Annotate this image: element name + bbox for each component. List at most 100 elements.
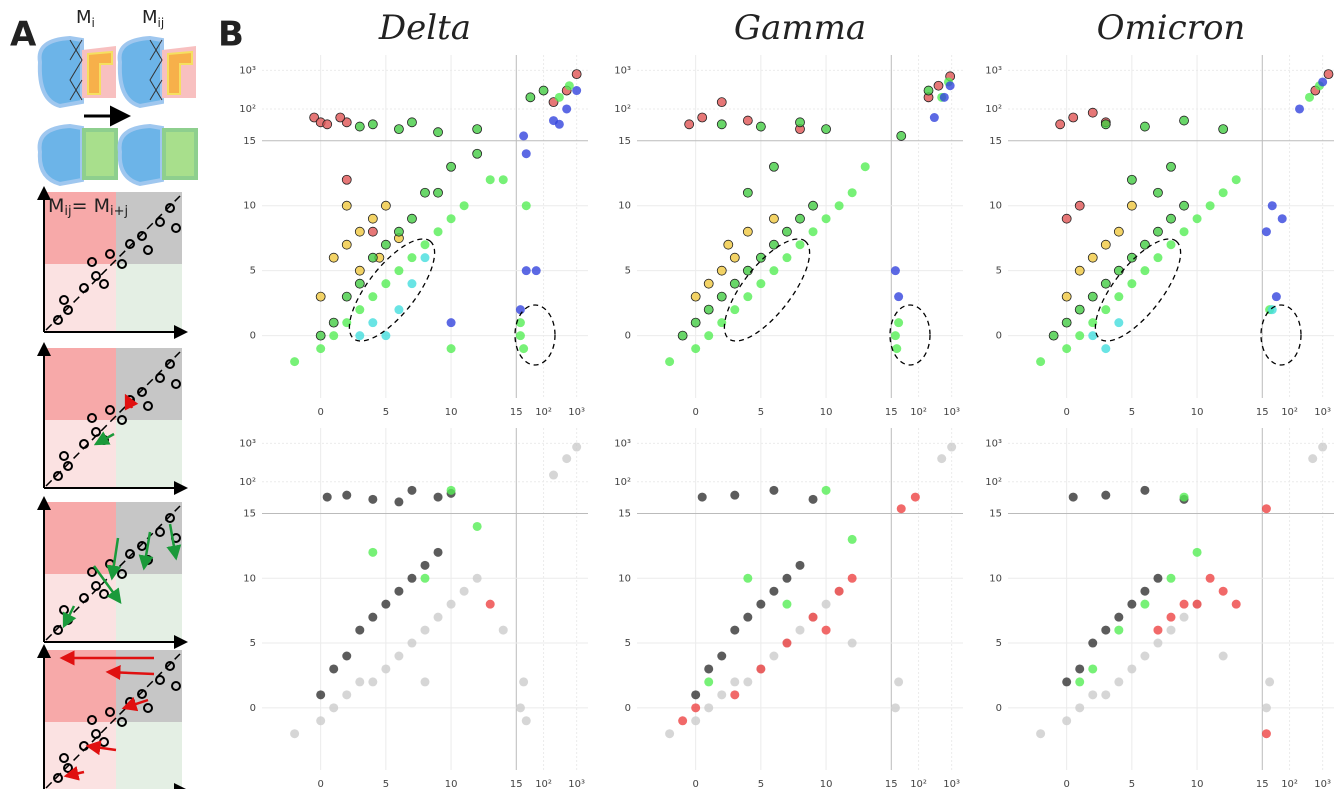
point — [394, 226, 404, 237]
point — [521, 266, 531, 276]
point — [723, 239, 734, 250]
point — [742, 226, 753, 237]
point — [1100, 278, 1111, 289]
plot: Delta 0 5 10 15 10² 10³ 0 5 10 15 10² 10³ — [239, 8, 588, 418]
point — [420, 560, 430, 570]
point — [1166, 612, 1176, 622]
y-tick-label: 10² — [614, 477, 631, 488]
point — [472, 521, 482, 531]
point — [896, 504, 906, 514]
point — [730, 305, 740, 315]
point — [1114, 612, 1124, 622]
point — [519, 677, 529, 687]
point — [1100, 239, 1111, 250]
chart-title: Omicron — [1097, 8, 1246, 48]
point — [795, 560, 805, 570]
point — [329, 703, 339, 713]
x-tick-label: 10³ — [1314, 407, 1331, 418]
point — [380, 239, 391, 250]
point — [1153, 253, 1163, 263]
x-tick-label: 0 — [1063, 407, 1069, 418]
point — [716, 291, 727, 302]
point — [433, 547, 443, 557]
point — [847, 188, 857, 198]
point — [1101, 625, 1111, 635]
point — [562, 104, 572, 114]
point — [1087, 252, 1098, 263]
point — [1088, 664, 1098, 674]
x-tick-label: 10³ — [568, 407, 585, 418]
point — [821, 214, 831, 224]
point — [1140, 239, 1150, 250]
point — [704, 703, 714, 713]
point — [1074, 265, 1085, 276]
point — [355, 305, 365, 315]
y-tick-label: 10³ — [985, 65, 1002, 76]
x-tick-label: 15 — [885, 407, 898, 418]
y-tick-label: 15 — [618, 509, 631, 520]
x-tick-label: 10 — [445, 407, 458, 418]
point — [795, 213, 805, 224]
point — [521, 149, 531, 159]
point — [743, 612, 753, 622]
point — [342, 651, 352, 661]
point — [1074, 304, 1085, 315]
point — [1153, 573, 1163, 583]
x-tick-label: 0 — [317, 779, 323, 789]
point — [1231, 599, 1241, 609]
point — [782, 573, 792, 583]
point — [498, 175, 508, 185]
point — [769, 586, 779, 596]
point — [433, 612, 443, 622]
point — [1192, 547, 1202, 557]
point — [472, 573, 482, 583]
point — [459, 586, 469, 596]
x-tick-label: 0 — [692, 407, 698, 418]
schematic-4 — [44, 646, 186, 789]
log-region — [891, 55, 963, 398]
point — [665, 729, 675, 739]
eq-part: ij — [64, 204, 71, 219]
point — [690, 317, 701, 328]
point — [1205, 201, 1215, 211]
point — [355, 677, 365, 687]
y-tick-label: 10 — [618, 573, 631, 584]
point — [1179, 115, 1189, 126]
point — [939, 92, 949, 102]
x-tick-label: 10² — [910, 407, 927, 418]
plot: Gamma 0 5 10 15 10² 10³ 0 5 10 15 10² 10³ — [614, 8, 963, 418]
point — [407, 573, 417, 583]
point — [1055, 119, 1066, 130]
m-ij-label: Mij — [142, 7, 164, 30]
y-tick-label: 10² — [614, 104, 631, 115]
point — [420, 240, 430, 250]
log-region — [891, 428, 963, 770]
m-base: M — [142, 7, 158, 28]
point — [1192, 214, 1202, 224]
point — [743, 292, 753, 302]
point — [519, 344, 529, 354]
point — [368, 292, 378, 302]
point — [860, 162, 870, 172]
point — [367, 226, 378, 237]
point — [562, 454, 572, 464]
point — [795, 117, 805, 128]
point — [1166, 573, 1176, 583]
point — [1267, 201, 1277, 211]
y-tick-label: 10³ — [614, 438, 631, 449]
y-tick-label: 10³ — [239, 65, 256, 76]
point — [755, 121, 766, 132]
point — [1061, 291, 1072, 302]
point — [1179, 599, 1189, 609]
x-tick-label: 10 — [820, 407, 833, 418]
x-tick-label: 5 — [383, 407, 389, 418]
point — [1179, 227, 1189, 237]
point — [367, 213, 378, 224]
m-base: M — [76, 7, 92, 28]
panel-label: B — [218, 15, 244, 55]
point — [769, 161, 779, 172]
highlight-ellipse — [1260, 304, 1302, 366]
point — [1062, 716, 1072, 726]
y-tick-label: 10 — [989, 201, 1002, 212]
